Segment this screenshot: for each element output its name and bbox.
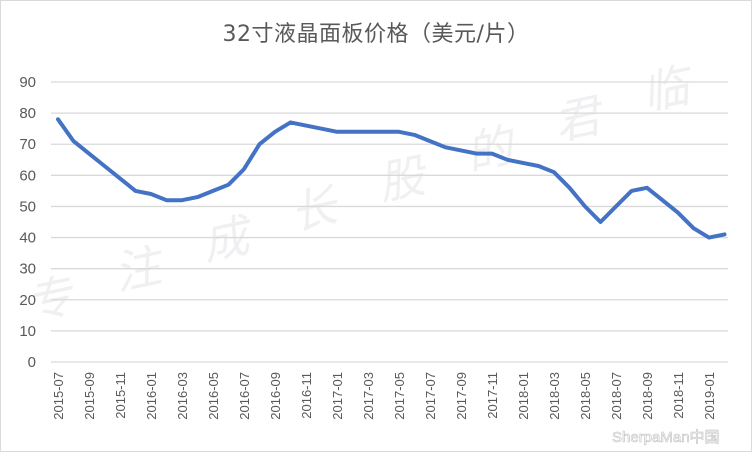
x-tick-label: 2015-07 <box>51 372 66 420</box>
x-tick-label: 2016-03 <box>175 372 190 420</box>
x-tick-label: 2018-07 <box>609 372 624 420</box>
y-tick-label: 60 <box>19 167 36 184</box>
watermark-char: 君 <box>549 87 610 150</box>
x-tick-label: 2016-05 <box>206 372 221 420</box>
y-tick-label: 50 <box>19 198 36 215</box>
x-tick-label: 2016-09 <box>268 372 283 420</box>
watermark-char: 的 <box>461 117 522 180</box>
y-tick-label: 40 <box>19 230 36 247</box>
watermark-char: 股 <box>373 148 433 211</box>
x-tick-label: 2016-11 <box>299 372 314 419</box>
x-tick-label: 2017-03 <box>361 372 376 420</box>
watermark-char: 成 <box>197 207 259 271</box>
x-tick-label: 2018-03 <box>547 372 562 420</box>
x-tick-label: 2015-09 <box>82 372 97 420</box>
y-tick-label: 10 <box>19 323 36 340</box>
watermark-char: 临 <box>637 57 700 121</box>
x-tick-label: 2017-09 <box>454 372 469 420</box>
y-tick-label: 0 <box>28 354 36 371</box>
x-tick-label: 2015-11 <box>113 372 128 419</box>
x-tick-label: 2018-09 <box>640 372 655 420</box>
watermark-char: 长 <box>285 178 344 241</box>
series-line <box>56 117 727 240</box>
y-tick-label: 30 <box>19 261 36 278</box>
y-axis-labels: 0 10 20 30 40 50 60 70 80 90 <box>19 74 36 371</box>
x-tick-label: 2018-05 <box>578 372 593 420</box>
x-tick-label: 2017-05 <box>392 372 407 420</box>
chart-title: 32寸液晶面板价格（美元/片） <box>222 22 530 47</box>
x-axis-labels: 2015-07 2015-09 2015-11 2016-01 2016-03 2016-… <box>51 372 717 420</box>
calligraphy-watermark: 专注成长股的君临 <box>21 57 700 331</box>
corner-watermark: SherpaMan中国 <box>612 429 720 446</box>
x-tick-label: 2018-11 <box>671 372 686 419</box>
x-tick-label: 2016-01 <box>144 372 159 420</box>
y-tick-label: 20 <box>19 292 36 309</box>
gridlines <box>51 81 728 363</box>
y-tick-label: 90 <box>19 74 36 91</box>
y-tick-label: 80 <box>19 105 36 122</box>
x-tick-label: 2017-07 <box>423 372 438 420</box>
x-tick-label: 2018-01 <box>516 372 531 420</box>
y-tick-label: 70 <box>19 136 36 153</box>
price-series <box>56 117 727 240</box>
x-tick-label: 2016-07 <box>237 372 252 420</box>
x-tick-label: 2019-01 <box>702 372 717 420</box>
x-tick-label: 2017-01 <box>330 372 345 420</box>
x-tick-label: 2017-11 <box>485 372 500 419</box>
